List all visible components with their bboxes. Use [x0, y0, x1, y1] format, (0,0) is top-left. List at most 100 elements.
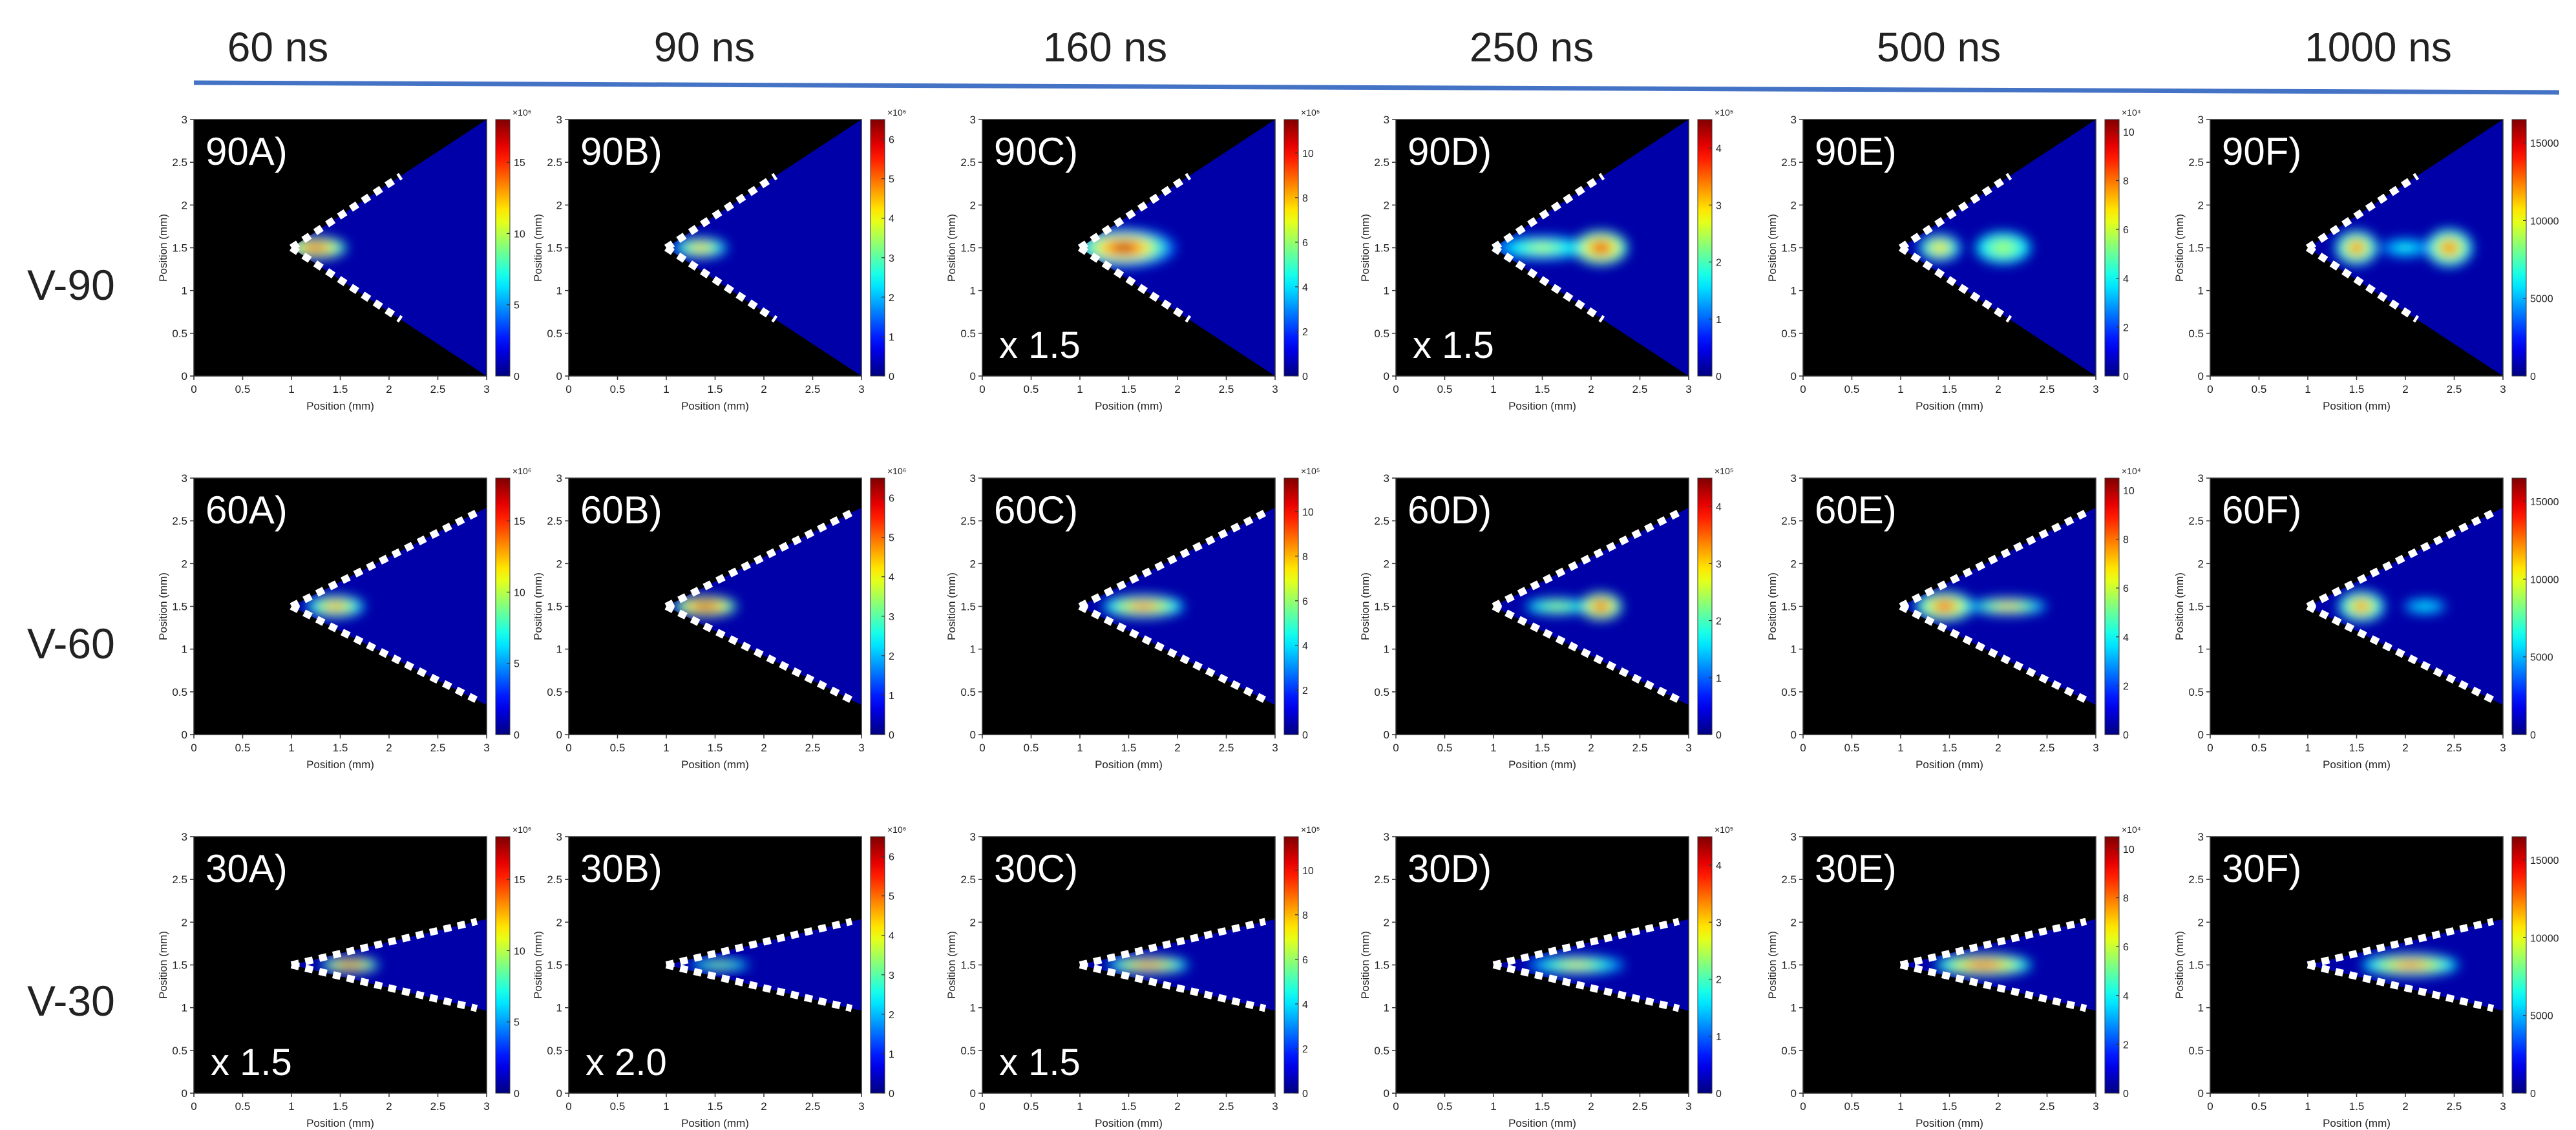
x-tick-label: 1	[1077, 1100, 1082, 1113]
y-tick-label: 3	[556, 472, 562, 485]
colorbar-tick-label: 2	[2123, 322, 2129, 333]
y-tick-label: 1	[182, 285, 187, 297]
x-tick-label: 3	[2093, 742, 2098, 754]
colorbar-tick-label: 2	[1302, 685, 1308, 696]
x-tick-label: 1	[663, 1100, 669, 1113]
heatmap-panel: 0 0.5 1 1.5 2 2.5 3 0 0.5 1 1.5 2 2.5 3 Position (mm) P…	[1359, 466, 1734, 771]
panel-label: 30C)	[994, 847, 1078, 890]
y-tick-label: 3	[1384, 472, 1389, 485]
colorbar-tick-label: 5	[889, 174, 894, 185]
x-tick-label: 2.5	[1219, 1100, 1234, 1113]
colorbar-tick-label: 10	[2123, 844, 2135, 855]
colorbar-tick-label: 4	[1716, 143, 1722, 154]
x-tick-label: 1	[1897, 1100, 1903, 1113]
x-tick-label: 2.5	[805, 742, 821, 754]
y-tick-label: 2	[1384, 199, 1389, 211]
intensity-blob	[711, 963, 729, 967]
y-tick-label: 0.5	[1781, 328, 1797, 340]
x-tick-label: 1	[663, 383, 669, 395]
y-axis-label: Position (mm)	[945, 572, 958, 640]
x-tick-label: 0	[1800, 742, 1806, 754]
y-tick-label: 1.5	[1374, 242, 1389, 255]
colorbar-tick-label: 2	[1716, 975, 1722, 986]
colorbar-tick-label: 5	[514, 1018, 520, 1029]
y-tick-label: 1	[2198, 643, 2204, 656]
x-tick-label: 2	[1174, 1100, 1180, 1113]
y-tick-label: 0	[182, 1087, 187, 1100]
x-tick-label: 2	[386, 383, 392, 395]
y-tick-label: 3	[970, 472, 976, 485]
heatmap-panel: 0 0.5 1 1.5 2 2.5 3 0 0.5 1 1.5 2 2.5 3 Position (mm) P…	[945, 107, 1320, 412]
x-tick-label: 1	[663, 742, 669, 754]
x-tick-label: 0	[1393, 383, 1399, 395]
x-tick-label: 1.5	[1535, 1100, 1550, 1113]
intensity-blob	[309, 245, 322, 251]
cone-edge-dotted	[290, 961, 478, 1012]
y-tick-label: 2.5	[1781, 874, 1797, 886]
x-tick-label: 1	[1490, 742, 1496, 754]
time-header: 60 ns	[227, 24, 329, 70]
colorbar-tick-label: 15	[514, 875, 525, 886]
y-tick-label: 2	[182, 558, 187, 570]
cone-edge-dotted	[2307, 961, 2495, 1012]
colorbar-exponent: ×10⁶	[887, 824, 907, 835]
panel-label: 90C)	[994, 130, 1078, 173]
y-tick-label: 0.5	[1374, 686, 1389, 698]
header-rule	[193, 80, 2560, 95]
y-tick-label: 2	[1384, 916, 1389, 928]
y-axis-label: Position (mm)	[1766, 931, 1779, 999]
colorbar	[1697, 477, 1713, 735]
x-tick-label: 2	[761, 1100, 766, 1113]
x-tick-label: 2	[1588, 742, 1594, 754]
y-tick-label: 0.5	[172, 328, 187, 340]
y-tick-label: 0	[970, 370, 976, 382]
colorbar-tick-label: 15000	[2530, 855, 2559, 866]
x-tick-label: 1.5	[333, 383, 348, 395]
x-tick-label: 1.5	[1121, 1100, 1137, 1113]
y-tick-label: 2.5	[2188, 874, 2204, 886]
y-tick-label: 0.5	[1374, 1045, 1389, 1057]
y-tick-label: 1.5	[1374, 959, 1389, 972]
y-tick-label: 3	[1791, 114, 1797, 126]
y-tick-label: 1	[182, 1002, 187, 1014]
y-tick-label: 2.5	[547, 156, 562, 169]
x-tick-label: 1	[288, 1100, 294, 1113]
colorbar-tick-label: 0	[2123, 730, 2129, 741]
x-tick-label: 3	[2093, 383, 2098, 395]
y-tick-label: 3	[556, 114, 562, 126]
y-tick-label: 2	[1791, 558, 1797, 570]
y-tick-label: 1	[1791, 285, 1797, 297]
x-tick-label: 0.5	[1024, 383, 1039, 395]
colorbar-tick-label: 5	[514, 300, 520, 311]
y-tick-label: 1	[970, 285, 976, 297]
x-tick-label: 0.5	[235, 1100, 251, 1113]
y-tick-label: 0.5	[172, 1045, 187, 1057]
heatmap-panel: 0 0.5 1 1.5 2 2.5 3 0 0.5 1 1.5 2 2.5 3 Position (mm) P…	[532, 107, 907, 412]
y-tick-label: 2	[1384, 558, 1389, 570]
colorbar-tick-label: 0	[514, 1089, 520, 1100]
intensity-blob	[1596, 603, 1606, 609]
y-tick-label: 0.5	[2188, 686, 2204, 698]
colorbar	[495, 119, 511, 377]
cone-edge-dotted	[289, 244, 403, 323]
y-tick-label: 1	[1384, 1002, 1389, 1014]
x-tick-label: 1	[2305, 383, 2310, 395]
colorbar-tick-label: 4	[2123, 274, 2129, 285]
colorbar-tick-label: 1	[1716, 315, 1722, 326]
colorbar-tick-label: 4	[1716, 861, 1722, 872]
y-tick-label: 2.5	[960, 515, 976, 527]
cone-edge-dotted	[1898, 173, 2012, 251]
y-axis-label: Position (mm)	[1359, 931, 1371, 999]
cone-edge-dotted	[664, 244, 778, 323]
y-tick-label: 1.5	[547, 601, 562, 613]
y-tick-label: 3	[970, 831, 976, 843]
colorbar	[870, 119, 885, 377]
y-tick-label: 1	[182, 643, 187, 656]
cone-edge-dotted	[665, 961, 853, 1012]
colorbar-tick-label: 3	[889, 612, 894, 623]
y-tick-label: 0	[2198, 729, 2204, 741]
colorbar-tick-label: 0	[514, 371, 520, 382]
colorbar	[2104, 119, 2120, 377]
colorbar-tick-label: 4	[889, 931, 894, 942]
cone-edge-dotted	[1078, 603, 1267, 704]
